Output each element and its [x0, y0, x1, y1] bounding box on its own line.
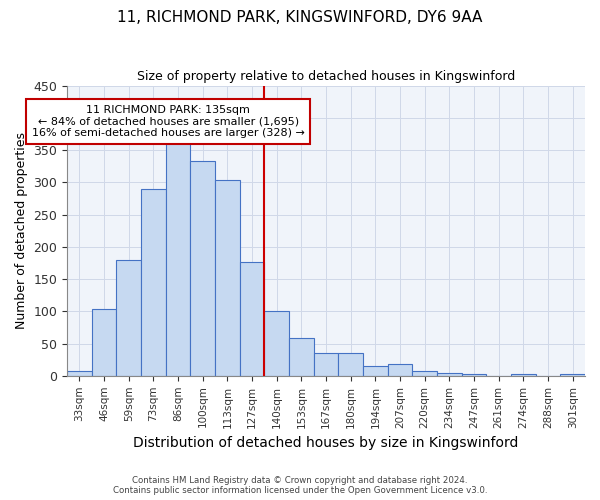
Bar	[141, 189, 166, 376]
Bar	[166, 140, 190, 376]
Bar	[116, 260, 141, 376]
Bar	[92, 310, 116, 376]
Bar	[363, 366, 388, 376]
Bar	[511, 374, 536, 376]
Bar	[388, 364, 412, 376]
Bar	[560, 374, 585, 376]
Bar	[265, 312, 289, 376]
Bar	[462, 374, 487, 376]
Bar	[412, 370, 437, 376]
Bar	[314, 353, 338, 376]
Bar	[437, 372, 462, 376]
Bar	[338, 353, 363, 376]
Text: 11, RICHMOND PARK, KINGSWINFORD, DY6 9AA: 11, RICHMOND PARK, KINGSWINFORD, DY6 9AA	[118, 10, 482, 25]
Text: Contains HM Land Registry data © Crown copyright and database right 2024.
Contai: Contains HM Land Registry data © Crown c…	[113, 476, 487, 495]
X-axis label: Distribution of detached houses by size in Kingswinford: Distribution of detached houses by size …	[133, 436, 519, 450]
Bar	[240, 262, 265, 376]
Bar	[190, 161, 215, 376]
Title: Size of property relative to detached houses in Kingswinford: Size of property relative to detached ho…	[137, 70, 515, 83]
Bar	[289, 338, 314, 376]
Y-axis label: Number of detached properties: Number of detached properties	[15, 132, 28, 329]
Bar	[67, 370, 92, 376]
Text: 11 RICHMOND PARK: 135sqm
← 84% of detached houses are smaller (1,695)
16% of sem: 11 RICHMOND PARK: 135sqm ← 84% of detach…	[32, 105, 305, 138]
Bar	[215, 180, 240, 376]
